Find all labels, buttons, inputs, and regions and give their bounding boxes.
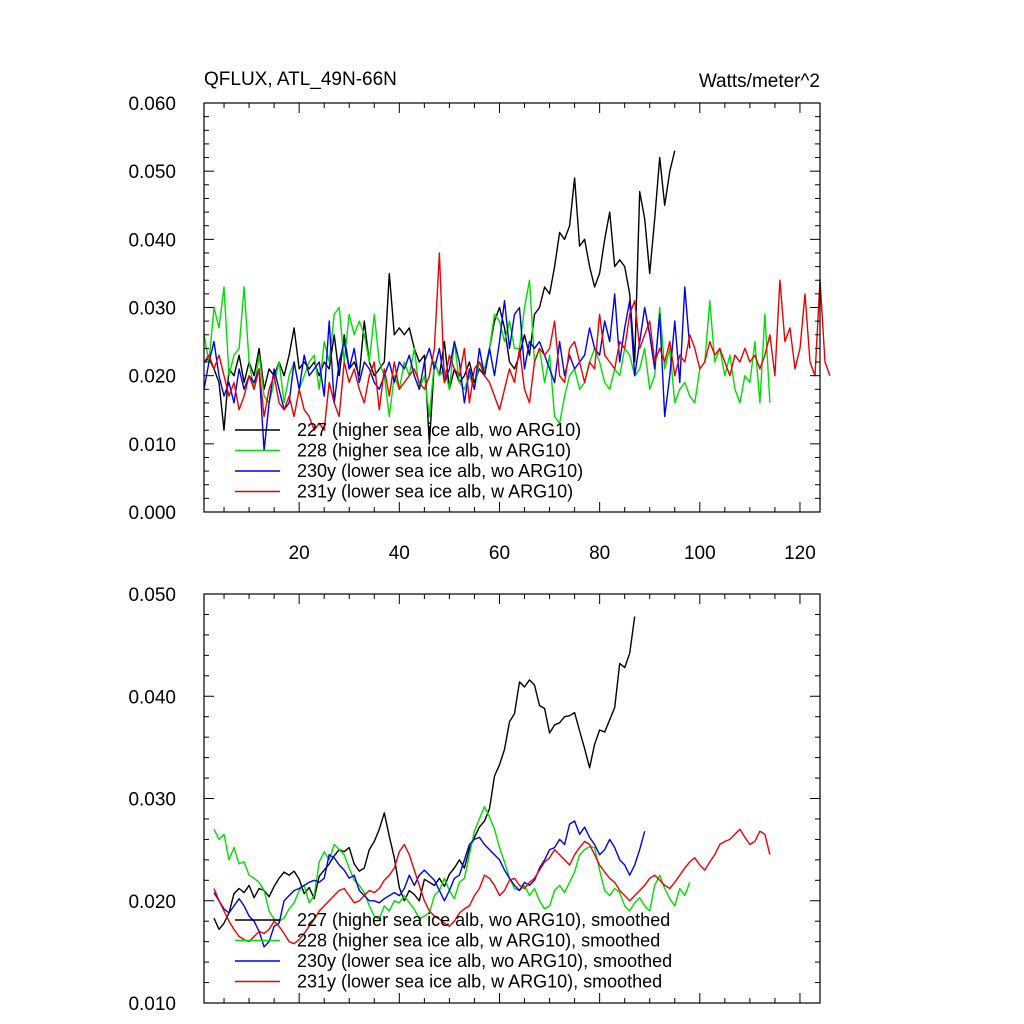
legend-label-4: 231y (lower sea ice alb, w ARG10), smoot… xyxy=(297,972,662,992)
series-line-4 xyxy=(203,252,831,431)
y-tick-label: 0.040 xyxy=(128,687,176,708)
y-tick-label: 0.020 xyxy=(128,367,176,388)
series-line-4 xyxy=(213,828,771,945)
series-line-1 xyxy=(213,616,636,931)
plot-panel-1: 0.000 0.010 0.020 0.030 0.040 0.050 0.060 20 40 6… xyxy=(128,69,831,564)
x-tick-label: 60 xyxy=(489,543,510,564)
series-line-3 xyxy=(213,820,646,948)
y-tick-label: 0.050 xyxy=(128,162,176,183)
y-tick-label: 0.030 xyxy=(128,299,176,320)
series-line-1 xyxy=(203,150,676,445)
x-tick-label: 120 xyxy=(784,543,816,564)
y-tick-label: 0.060 xyxy=(128,94,176,115)
y-tick-label: 0.050 xyxy=(128,585,176,606)
chart-title: QFLUX, ATL_49N-66N xyxy=(204,69,397,90)
y-tick-label: 0.020 xyxy=(128,892,176,913)
y-tick-label: 0.010 xyxy=(128,994,176,1015)
plot-panel-2: 0.010 0.020 0.030 0.040 0.050 227 (higher sea… xyxy=(128,585,821,1015)
legend-label-2: 228 (higher sea ice alb, w ARG10), smoot… xyxy=(297,931,660,951)
x-tick-label: 40 xyxy=(389,543,410,564)
legend-label-3: 230y (lower sea ice alb, wo ARG10) xyxy=(297,461,583,481)
x-tick-label: 100 xyxy=(684,543,716,564)
y-tick-label: 0.000 xyxy=(128,503,176,524)
units-label: Watts/meter^2 xyxy=(699,71,820,92)
series-line-2 xyxy=(213,806,691,922)
x-tick-label: 80 xyxy=(589,543,610,564)
legend-label-3: 230y (lower sea ice alb, wo ARG10), smoo… xyxy=(297,951,672,971)
y-tick-label: 0.030 xyxy=(128,790,176,811)
legend-label-1: 227 (higher sea ice alb, wo ARG10), smoo… xyxy=(297,910,670,930)
y-tick-label: 0.010 xyxy=(128,435,176,456)
legend-label-2: 228 (higher sea ice alb, w ARG10) xyxy=(297,441,571,461)
x-tick-label: 20 xyxy=(289,543,310,564)
legend-label-1: 227 (higher sea ice alb, wo ARG10) xyxy=(297,420,581,440)
y-tick-label: 0.040 xyxy=(128,230,176,251)
legend-label-4: 231y (lower sea ice alb, w ARG10) xyxy=(297,482,573,502)
